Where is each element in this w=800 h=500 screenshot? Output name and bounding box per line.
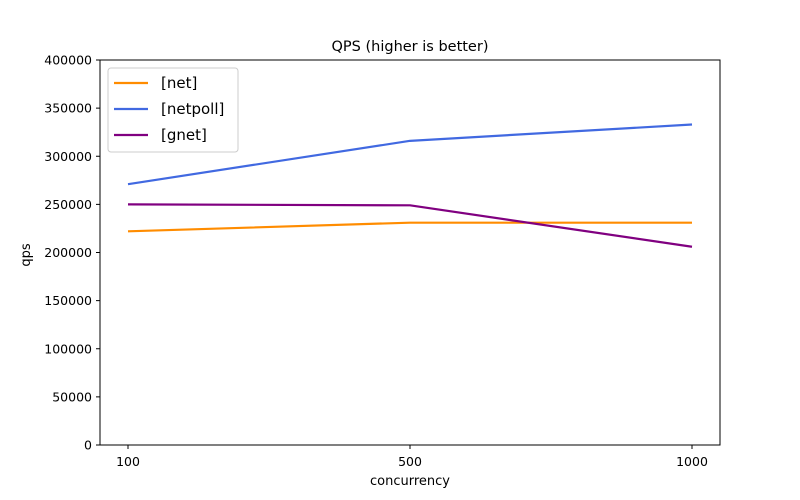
legend-label: [gnet]: [161, 126, 207, 144]
y-axis: 0 50000 100000 150000 200000 250000 300000 3500…: [44, 53, 100, 453]
x-tick-label: 500: [398, 454, 422, 469]
legend-label: [netpoll]: [161, 100, 224, 118]
x-axis-label: concurrency: [370, 474, 450, 489]
y-tick-label: 300000: [44, 149, 92, 164]
x-tick-label: 1000: [676, 454, 708, 469]
y-tick-label: 250000: [44, 197, 92, 212]
y-tick-label: 200000: [44, 245, 92, 260]
y-tick-label: 0: [84, 438, 92, 453]
series-line-0: [127, 221, 692, 233]
series-layer: [127, 123, 693, 248]
legend-label: [net]: [161, 74, 197, 92]
y-tick-label: 150000: [44, 293, 92, 308]
y-axis-label: qps: [19, 243, 34, 267]
y-tick-label: 50000: [52, 389, 92, 404]
x-tick-label: 100: [116, 454, 140, 469]
y-tick-label: 350000: [44, 101, 92, 116]
series-line-2: [127, 203, 693, 248]
legend: [net] [netpoll] [gnet]: [107, 67, 239, 153]
x-axis: 100 500 1000: [116, 445, 708, 469]
y-tick-label: 400000: [44, 53, 92, 68]
legend-box: [107, 67, 239, 153]
series-line-1: [127, 123, 693, 186]
y-tick-label: 100000: [44, 341, 92, 356]
chart-title: QPS (higher is better): [332, 39, 489, 55]
